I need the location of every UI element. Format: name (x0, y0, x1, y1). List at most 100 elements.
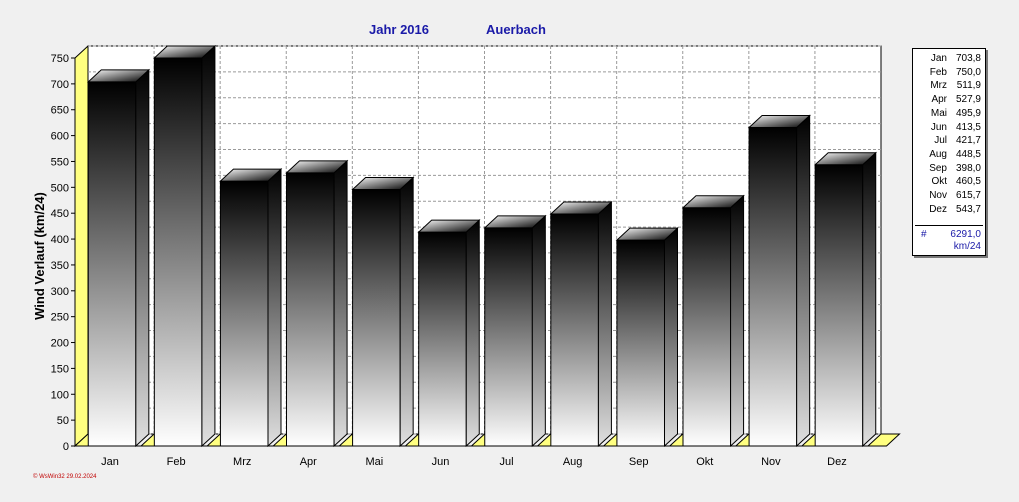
bar-side (135, 68, 150, 448)
bar-top (86, 69, 151, 83)
y-axis-label: Wind Verlauf (km/24) (32, 192, 47, 320)
y-tick-label: 100 (51, 389, 69, 401)
bar-front (153, 57, 203, 447)
bar-front (352, 188, 401, 447)
bar-front (550, 213, 599, 447)
legend-row: Aug 448,5 (925, 149, 981, 160)
y-tick-label: 150 (51, 363, 69, 375)
bar-top (285, 160, 349, 174)
bar-front (418, 231, 467, 447)
legend-month: Mai (930, 107, 947, 119)
x-tick-label: Jun (432, 456, 450, 468)
bar-top (483, 215, 547, 229)
bar-top (153, 45, 217, 59)
legend-hash: # (921, 229, 927, 240)
y-tick-label: 350 (51, 260, 69, 272)
legend-month: Mrz (930, 80, 947, 92)
bar (86, 68, 151, 448)
y-tick-label: 750 (51, 53, 69, 65)
bar-side (796, 114, 811, 448)
legend-value: 511,9 (956, 80, 981, 92)
legend-month: Jun (930, 121, 947, 133)
bar-front (814, 164, 864, 447)
legend-separator (915, 225, 983, 226)
footer-copyright: © WsWin32 29.02.2024 (33, 474, 97, 480)
y-tick-label: 700 (51, 79, 69, 91)
legend-row: Jan 703,8 (925, 53, 981, 64)
legend-row: Mai 495,9 (925, 108, 981, 119)
x-tick-label: Okt (696, 456, 713, 468)
y-tick-label: 550 (51, 156, 69, 168)
legend-value: 615,7 (955, 190, 981, 201)
legend-month: Dez (929, 203, 947, 215)
x-tick-label: Mai (366, 456, 384, 468)
bar-front (286, 172, 335, 447)
chart-title-location: Auerbach (486, 22, 546, 37)
bar (153, 44, 217, 448)
bar-side (465, 218, 480, 448)
chart-title-year: Jahr 2016 (369, 22, 429, 37)
y-tick-label: 650 (51, 105, 69, 117)
x-tick-label: Apr (300, 456, 317, 468)
bar-front (616, 239, 665, 447)
legend-value: 703,8 (955, 53, 981, 64)
legend-row: Feb 750,0 (925, 67, 981, 78)
bar-front (87, 81, 137, 447)
x-tick-label: Mrz (233, 456, 251, 468)
bar-side (531, 214, 546, 448)
y-tick-label: 500 (51, 182, 69, 194)
bar (219, 168, 283, 448)
bar-top (813, 152, 878, 166)
bar (417, 218, 481, 448)
legend-month: Jul (934, 135, 947, 147)
legend-value: 460,5 (955, 176, 981, 188)
legend-unit: km/24 (953, 241, 981, 252)
legend-row: Dez 543,7 (925, 204, 981, 215)
bar (351, 176, 415, 448)
axes (71, 57, 868, 447)
legend-value: 527,9 (955, 94, 981, 106)
y-tick-label: 450 (51, 208, 69, 220)
bar-front (682, 207, 732, 447)
legend-row: Mrz 511,9 (925, 80, 981, 91)
bar (285, 159, 349, 448)
y-tick-label: 600 (51, 131, 69, 143)
y-tick-label: 200 (51, 338, 69, 350)
bar-side (862, 151, 877, 448)
legend-row: Nov 615,7 (925, 190, 981, 201)
legend-value: 448,5 (955, 148, 981, 160)
legend-value: 421,7 (955, 135, 981, 147)
bar (483, 214, 547, 448)
legend-value: 495,9 (955, 107, 981, 119)
bar (615, 226, 679, 448)
legend-value: 543,7 (955, 203, 981, 215)
bar (549, 200, 613, 448)
bar-top (549, 201, 613, 215)
y-tick-label: 400 (51, 234, 69, 246)
bar-top (681, 195, 745, 209)
bar (747, 114, 811, 448)
legend-month: Apr (931, 94, 947, 106)
bar-side (267, 168, 282, 448)
legend-row: Apr 527,9 (925, 94, 981, 105)
bar (813, 151, 878, 448)
x-tick-label: Nov (761, 456, 781, 468)
legend-value: 413,5 (955, 121, 981, 133)
x-tick-label: Sep (629, 456, 649, 468)
x-tick-label: Dez (827, 456, 847, 468)
bar-top (417, 219, 481, 233)
y-tick-label: 300 (51, 286, 69, 298)
bar-top (351, 176, 415, 190)
x-tick-label: Aug (563, 456, 583, 468)
legend-month: Aug (929, 148, 947, 160)
bar-top (615, 227, 679, 241)
legend-row: Sep 398,0 (925, 163, 981, 174)
bar-front (219, 180, 269, 447)
bar (681, 194, 745, 448)
legend: Jan 703,8 Feb 750,0 Mrz 511,9 Apr 527,9 Mai 495,9… (912, 48, 986, 256)
left-wall (74, 44, 89, 448)
legend-month: Feb (929, 66, 947, 78)
legend-month: Okt (931, 176, 947, 188)
x-tick-label: Feb (167, 456, 186, 468)
